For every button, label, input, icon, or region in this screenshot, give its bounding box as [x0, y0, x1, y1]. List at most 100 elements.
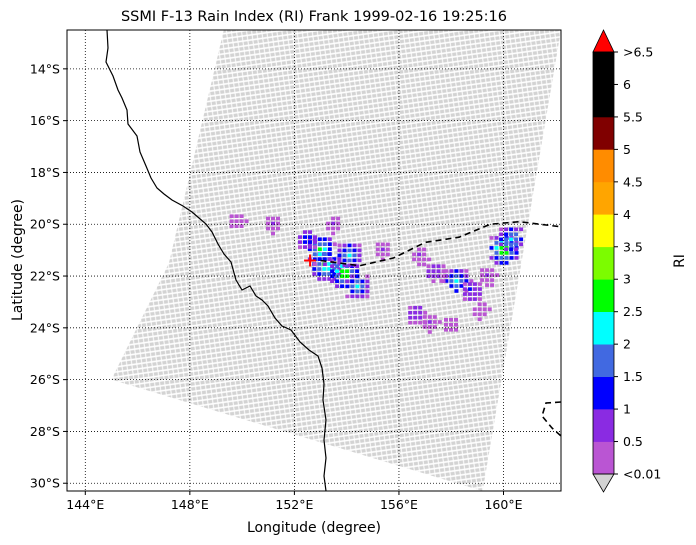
- rain-pixel: [509, 251, 514, 255]
- rain-pixel: [336, 226, 341, 231]
- rain-pixel: [418, 315, 423, 320]
- rain-pixel: [482, 302, 487, 307]
- colorbar-segment: [593, 311, 614, 345]
- rain-pixel: [312, 267, 317, 271]
- rain-pixel: [485, 278, 490, 282]
- rain-pixel: [462, 292, 467, 296]
- rain-pixel: [312, 257, 317, 261]
- rain-pixel: [441, 264, 446, 268]
- rain-pixel: [477, 287, 482, 291]
- rain-pixel: [441, 269, 446, 273]
- rain-pixel: [355, 274, 360, 279]
- y-tick-label: 18°S: [30, 165, 60, 180]
- x-tick-label: 152°E: [275, 497, 313, 512]
- rain-pixel: [313, 245, 317, 249]
- rain-pixel: [234, 219, 239, 223]
- colorbar-segment: [593, 409, 614, 442]
- rain-pixel: [459, 284, 464, 288]
- rain-pixel: [352, 253, 357, 258]
- rain-pixel: [322, 237, 327, 241]
- rain-pixel: [477, 317, 482, 322]
- rain-cell: [480, 268, 500, 287]
- rain-pixel: [504, 242, 509, 247]
- rain-pixel: [477, 282, 482, 286]
- rain-pixel: [342, 248, 347, 253]
- rain-pixel: [459, 269, 464, 273]
- rain-pixel: [454, 274, 459, 278]
- rain-pixel: [504, 251, 509, 255]
- rain-pixel: [417, 257, 422, 262]
- rain-cell: [337, 243, 362, 268]
- rain-pixel: [360, 294, 365, 299]
- rain-pixel: [408, 310, 413, 315]
- rain-pixel: [360, 289, 365, 294]
- rain-pixel: [355, 279, 360, 284]
- rain-pixel: [313, 235, 317, 239]
- rain-pixel: [350, 269, 355, 273]
- rain-pixel: [418, 305, 423, 310]
- rain-pixel: [337, 248, 342, 253]
- rain-pixel: [444, 318, 448, 322]
- rain-pixel: [514, 251, 519, 255]
- rain-pixel: [380, 247, 385, 252]
- rain-pixel: [239, 224, 244, 228]
- rain-pixel: [454, 269, 459, 273]
- rain-pixel: [352, 258, 357, 263]
- rain-pixel: [312, 237, 317, 241]
- rain-pixel: [422, 325, 427, 329]
- rain-pixel: [342, 258, 347, 263]
- rain-pixel: [375, 242, 380, 247]
- colorbar-frame: [592, 51, 615, 475]
- rain-pixel: [317, 262, 322, 266]
- rain-pixel: [477, 307, 482, 312]
- rain-pixel: [337, 258, 342, 263]
- colorbar-tick-label: 2: [623, 337, 631, 352]
- rain-pixel: [271, 216, 275, 221]
- rain-pixel: [449, 284, 454, 288]
- rain-pixel: [426, 274, 431, 278]
- rain-pixel: [431, 279, 436, 283]
- rain-pixel: [477, 292, 482, 296]
- colorbar-tick-label: 1: [623, 402, 631, 417]
- rain-pixel: [494, 241, 499, 245]
- rain-pixel: [332, 277, 337, 281]
- rain-pixel: [499, 246, 504, 250]
- rain-pixel: [514, 256, 519, 260]
- rain-pixel: [480, 273, 485, 277]
- rain-pixel: [365, 289, 370, 294]
- rain-pixel: [332, 267, 337, 271]
- rain-pixel: [332, 242, 337, 246]
- rain-pixel: [308, 240, 312, 244]
- rain-pixel: [330, 259, 335, 263]
- rain-pixel: [355, 294, 360, 299]
- colorbar-over-arrow: [592, 29, 615, 53]
- rain-pixel: [418, 310, 423, 315]
- colorbar-segment: [593, 116, 614, 150]
- rain-pixel: [350, 289, 355, 294]
- rain-pixel: [276, 226, 280, 231]
- rain-pixel: [480, 268, 485, 272]
- rain-pixel: [335, 284, 340, 288]
- rain-pixel: [352, 248, 357, 253]
- rain-pixel: [317, 277, 322, 281]
- x-axis-label: Longitude (degree): [247, 520, 381, 536]
- rain-pixel: [327, 247, 332, 251]
- rain-pixel: [444, 274, 449, 278]
- rain-pixel: [489, 246, 494, 250]
- rain-pixel: [519, 237, 524, 242]
- storm-center-marker: [304, 254, 317, 267]
- colorbar-segment: [593, 149, 614, 183]
- rain-pixel: [345, 269, 350, 273]
- rain-pixel: [317, 272, 322, 276]
- rain-cell: [472, 302, 492, 322]
- x-tick-label: 160°E: [484, 497, 522, 512]
- rain-pixel: [422, 247, 427, 252]
- colorbar-tick-label: 3.5: [623, 239, 643, 254]
- rain-pixel: [504, 256, 509, 260]
- rain-pixel: [408, 305, 413, 310]
- rain-pixel: [375, 252, 380, 257]
- rain-pixel: [504, 227, 509, 232]
- rain-pixel: [337, 243, 342, 248]
- rain-pixel: [345, 264, 350, 268]
- rain-pixel: [413, 310, 418, 315]
